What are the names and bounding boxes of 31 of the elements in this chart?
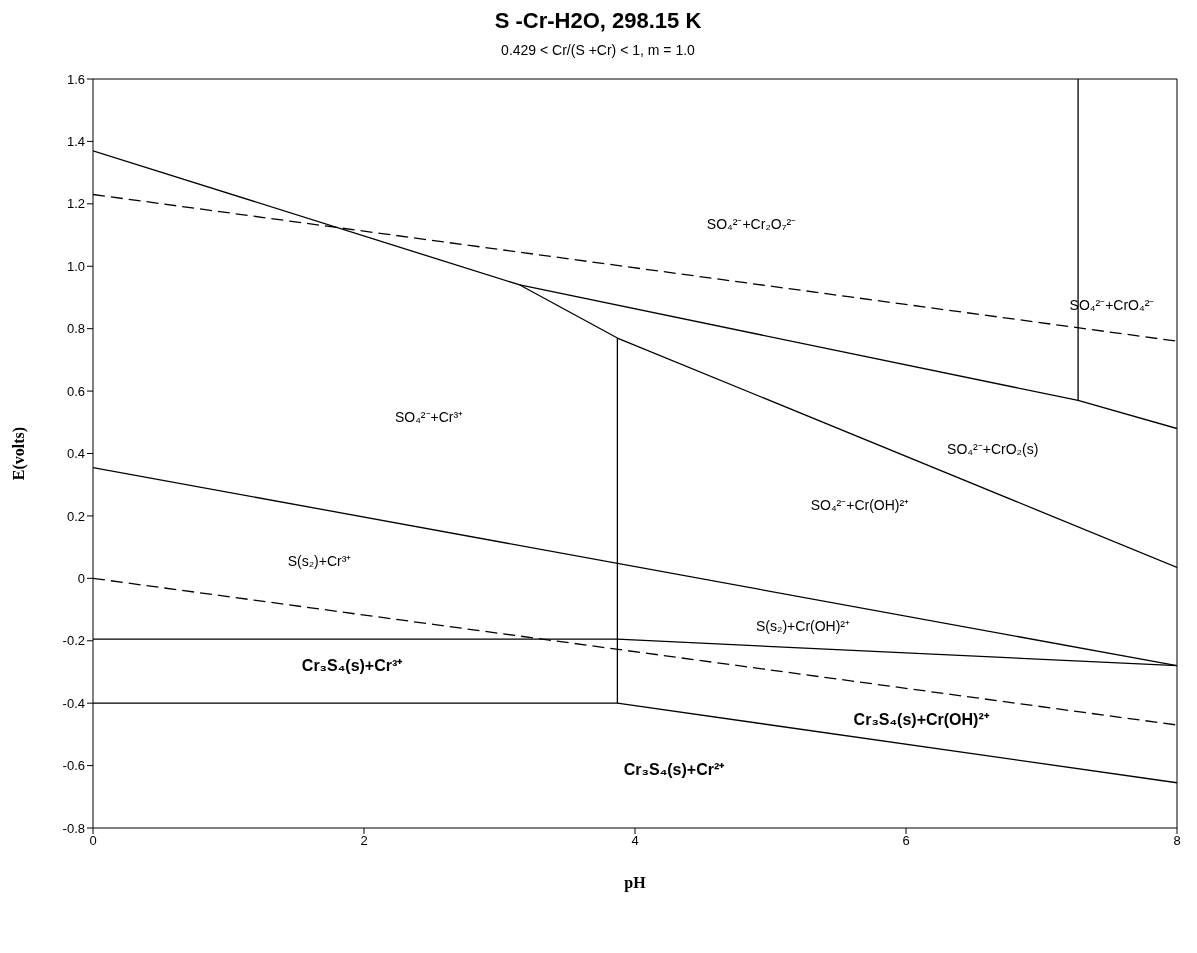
y-tick-label: -0.6	[62, 758, 85, 774]
chart-title: S -Cr-H2O, 298.15 K	[493, 8, 703, 34]
y-tick-label: 0.6	[66, 383, 85, 399]
x-tick-label: 4	[631, 833, 639, 849]
annotation: Cr₃S₄(s)+Cr³⁺	[301, 656, 403, 677]
y-axis-title: E(volts)	[9, 426, 28, 481]
annotation: SO₄²⁻+CrO₂(s)	[947, 439, 1039, 457]
y-tick-label: 1.2	[66, 196, 85, 212]
y-tick-label: 0.8	[66, 321, 85, 337]
annotation: SO₄²⁻+Cr₂O₇²⁻	[706, 214, 797, 233]
y-tick-label: 0.4	[66, 446, 85, 462]
y-tick-label: 1.4	[66, 134, 85, 150]
x-tick-label: 6	[902, 833, 910, 849]
annotation: Cr₃S₄(s)+Cr²⁺	[623, 759, 725, 780]
chart-subtitle: 0.429 < Cr/(S +Cr) < 1, m = 1.0	[500, 42, 696, 58]
y-tick-label: -0.4	[62, 695, 85, 711]
x-tick-label: 8	[1173, 833, 1181, 849]
annotation: SO₄²⁻+Cr(OH)²⁺	[810, 495, 910, 514]
annotation: S(s₂)+Cr³⁺	[287, 551, 352, 570]
x-tick-label: 2	[360, 833, 368, 849]
annotation: SO₄²⁻+Cr³⁺	[394, 407, 464, 426]
annotation: S(s₂)+Cr(OH)²⁺	[756, 616, 851, 635]
y-tick-label: 1.0	[66, 258, 85, 274]
y-tick-label: 0	[77, 570, 85, 586]
annotation: Cr₃S₄(s)+Cr(OH)²⁺	[853, 709, 989, 730]
y-tick-label: 0.2	[66, 508, 85, 524]
y-tick-label: 1.6	[66, 71, 85, 87]
y-tick-label: -0.2	[62, 633, 85, 649]
x-tick-label: 0	[89, 833, 97, 849]
x-axis-title: pH	[624, 874, 647, 892]
y-tick-label: -0.8	[62, 820, 85, 836]
